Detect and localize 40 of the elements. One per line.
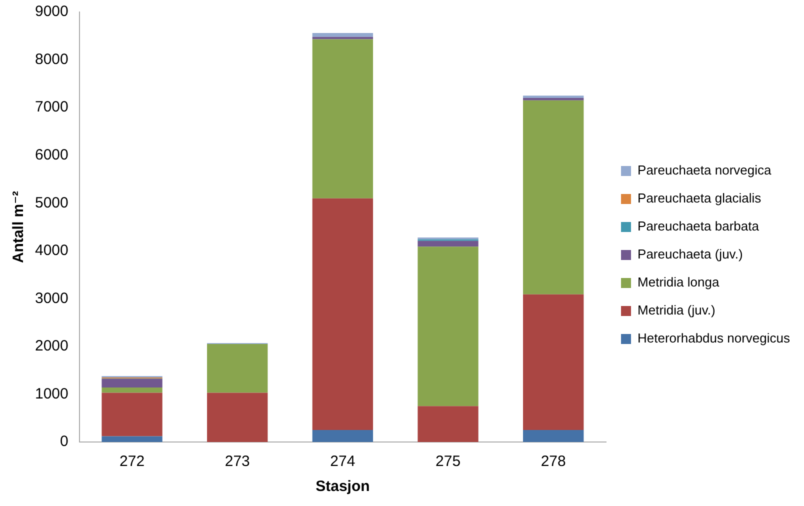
x-tick-label: 275 — [436, 453, 461, 470]
x-tick-label: 274 — [330, 453, 356, 470]
legend-label: Metridia (juv.) — [638, 302, 716, 318]
bar — [418, 406, 478, 442]
y-tick-label: 4000 — [34, 242, 68, 260]
x-axis-title: Stasjon — [316, 478, 370, 496]
legend-label: Pareuchaeta norvegica — [638, 162, 772, 178]
bar — [312, 39, 374, 198]
y-tick-label: 8000 — [34, 50, 68, 68]
x-tick-label: 278 — [540, 453, 566, 470]
bar — [102, 436, 162, 442]
legend-label: Pareuchaeta (juv.) — [638, 246, 743, 262]
y-axis-title: Antall m⁻² — [10, 190, 28, 264]
bar — [418, 240, 478, 247]
legend-label: Metridia longa — [638, 274, 720, 290]
bar — [523, 100, 584, 294]
bar — [418, 246, 478, 406]
y-tick-label: 2000 — [34, 338, 68, 355]
bar — [102, 392, 162, 436]
bar — [523, 294, 584, 430]
y-tick-label: 6000 — [34, 146, 68, 164]
legend-label: Heterorhabdus norvegicus — [638, 330, 790, 346]
y-tick-label: 3000 — [34, 290, 68, 307]
bar — [102, 388, 162, 393]
bar — [312, 33, 374, 37]
x-tick-label: 273 — [224, 453, 250, 470]
bar — [102, 378, 162, 388]
bar — [207, 392, 268, 442]
bar — [312, 198, 374, 430]
y-tick-label: 7000 — [34, 98, 68, 116]
y-tick-label: 0 — [60, 433, 68, 450]
y-tick-label: 1000 — [34, 385, 68, 402]
y-tick-label: 9000 — [34, 3, 68, 20]
legend-label: Pareuchaeta glacialis — [638, 190, 762, 206]
x-tick-label: 272 — [120, 453, 145, 470]
y-tick-label: 5000 — [34, 194, 68, 212]
bar — [207, 344, 268, 393]
legend-label: Pareuchaeta barbata — [638, 218, 760, 234]
bar — [523, 430, 584, 442]
bar — [312, 430, 374, 442]
